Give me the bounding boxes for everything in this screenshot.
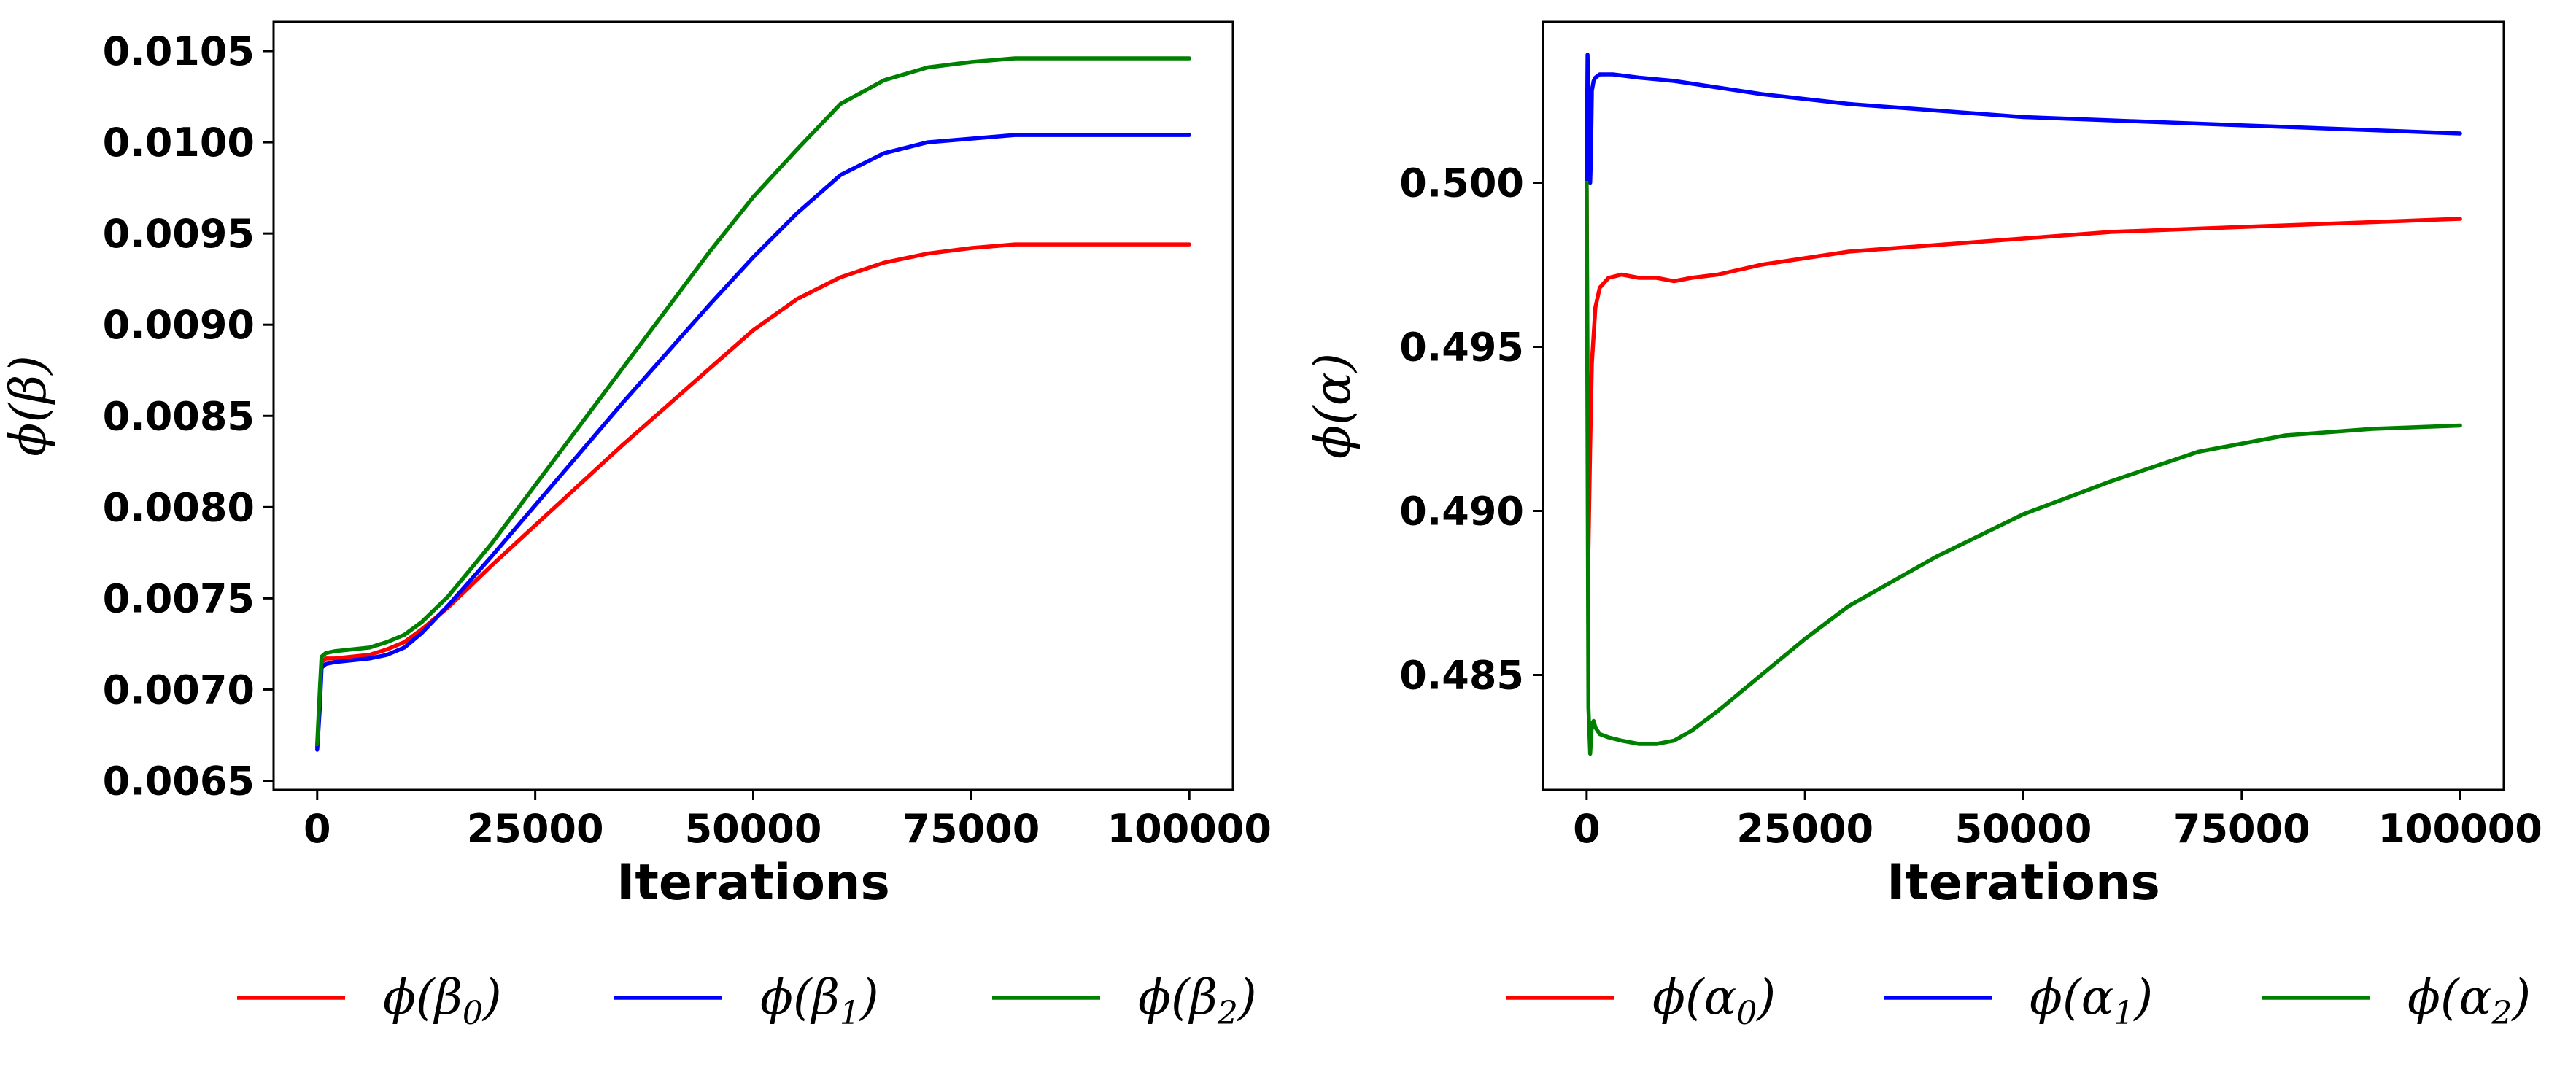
y-tick-label: 0.495	[1399, 325, 1524, 370]
x-axis-label: Iterations	[616, 854, 890, 912]
series-line-1-0	[315, 242, 1191, 750]
chart-1: 0 25000 50000 75000 100000 0.0065 0.0070 0.0075…	[0, 20, 1272, 1032]
x-axis-label: Iterations	[1887, 854, 2160, 912]
y-tick-label: 0.0085	[103, 393, 255, 439]
y-tick-label: 0.0080	[103, 484, 255, 530]
y-tick-label: 0.0100	[103, 120, 255, 166]
x-tick-label: 100000	[1107, 806, 1272, 852]
y-tick-label: 0.0105	[103, 28, 255, 74]
legend-label: ϕ(β2)	[1138, 969, 1257, 1032]
chart-2: 0 25000 50000 75000 100000 0.485 0.490 0.495 0.5…	[1304, 20, 2542, 1032]
x-tick-label: 50000	[685, 806, 822, 852]
x-tick-label: 25000	[467, 806, 604, 852]
plot-frame	[272, 20, 1234, 791]
series-line-2-2	[1585, 180, 2462, 756]
y-tick-label: 0.485	[1399, 653, 1524, 699]
x-tick-label: 100000	[2378, 806, 2542, 852]
y-tick-label: 0.500	[1399, 160, 1524, 206]
x-tick-label: 75000	[2173, 806, 2310, 852]
y-tick-label: 0.0065	[103, 758, 255, 804]
x-tick-label: 25000	[1736, 806, 1873, 852]
series-line-2-1	[1585, 53, 2462, 185]
legend-label: ϕ(α2)	[2407, 969, 2531, 1032]
y-tick-label: 0.0090	[103, 302, 255, 348]
legend-label: ϕ(α1)	[2030, 969, 2153, 1032]
y-axis-label: ϕ(α)	[1304, 353, 1362, 459]
y-tick-label: 0.0075	[103, 575, 255, 621]
series-line-1-2	[315, 56, 1191, 747]
x-tick-label: 0	[303, 806, 331, 852]
legend-label: ϕ(β0)	[383, 969, 502, 1032]
y-tick-label: 0.490	[1399, 489, 1524, 535]
series-line-1-1	[315, 133, 1191, 752]
series-line-2-0	[1585, 187, 2462, 553]
legend-label: ϕ(α0)	[1652, 969, 1776, 1032]
x-tick-label: 75000	[902, 806, 1040, 852]
plot-frame	[1542, 20, 2505, 791]
y-tick-label: 0.0070	[103, 667, 255, 713]
legend: ϕ(α0) ϕ(α1) ϕ(α2)	[1506, 969, 2531, 1032]
y-tick-label: 0.0095	[103, 211, 255, 257]
legend-label: ϕ(β1)	[760, 969, 879, 1032]
y-axis-label: ϕ(β)	[0, 355, 58, 457]
x-tick-label: 50000	[1955, 806, 2092, 852]
legend: ϕ(β0) ϕ(β1) ϕ(β2)	[237, 969, 1257, 1032]
x-tick-label: 0	[1573, 806, 1601, 852]
